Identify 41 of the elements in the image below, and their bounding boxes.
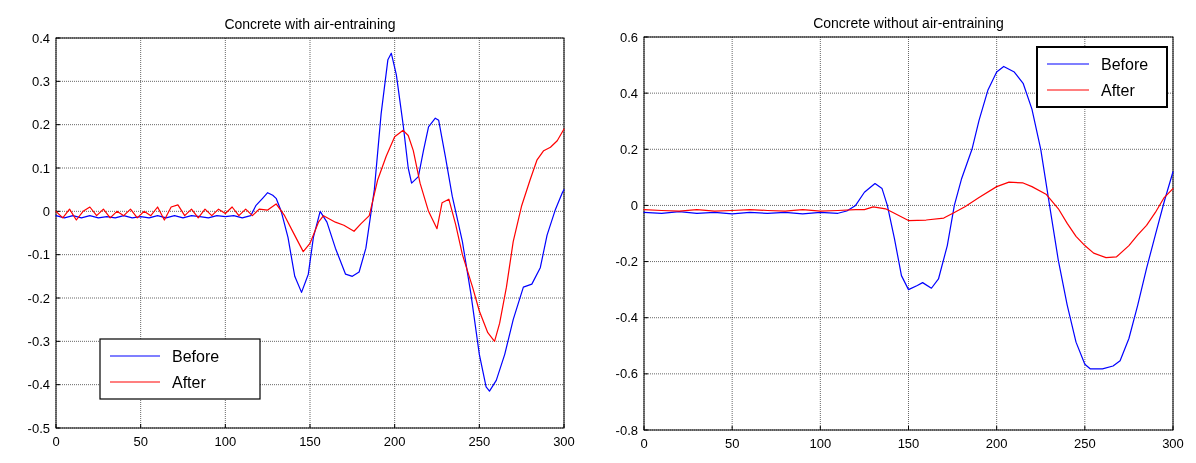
y-tick-label: 0 [42,203,50,219]
chart-title: Concrete with air-entraining [224,16,396,32]
x-tick-label: 100 [809,436,832,451]
y-tick-label: 0.6 [619,29,638,45]
y-tick-label: -0.6 [615,366,638,382]
y-tick-label: 0.1 [31,160,50,176]
line-series [55,52,565,392]
y-tick-label: 0.4 [31,30,50,46]
line-series [643,181,1174,259]
legend-label: After [1101,81,1136,99]
x-tick-label: 100 [214,434,237,449]
y-tick-label: -0.4 [27,377,50,393]
x-tick-label: 50 [133,434,148,449]
y-tick-label: 0.4 [619,85,638,101]
y-tick-label: -0.2 [615,254,638,270]
legend-label: Before [1101,55,1149,73]
x-tick-label: 250 [1073,436,1096,451]
y-tick-label: -0.4 [615,310,638,326]
legend-label: After [172,373,207,391]
y-tick-label: -0.3 [27,333,50,349]
y-tick-label: -0.2 [27,290,50,306]
x-tick-label: 250 [468,434,491,449]
y-tick-label: -0.5 [27,420,50,436]
x-tick-label: 200 [383,434,406,449]
y-tick-label: 0 [630,197,638,213]
y-tick-label: 0.2 [31,117,50,133]
y-tick-label: -0.1 [27,247,50,263]
x-tick-label: 150 [299,434,321,449]
x-tick-label: 150 [897,436,920,451]
y-tick-label: -0.8 [615,422,638,438]
x-tick-label: 300 [553,434,575,449]
x-tick-label: 200 [985,436,1008,451]
x-tick-label: 0 [640,436,648,451]
x-tick-label: 50 [724,436,740,451]
line-series [55,128,565,342]
legend-label: Before [172,347,220,365]
y-tick-label: 0.3 [31,73,50,89]
x-tick-label: 0 [52,434,60,449]
y-tick-label: 0.2 [619,141,638,157]
x-tick-label: 300 [1162,436,1184,451]
chart-title: Concrete without air-entraining [813,15,1004,31]
